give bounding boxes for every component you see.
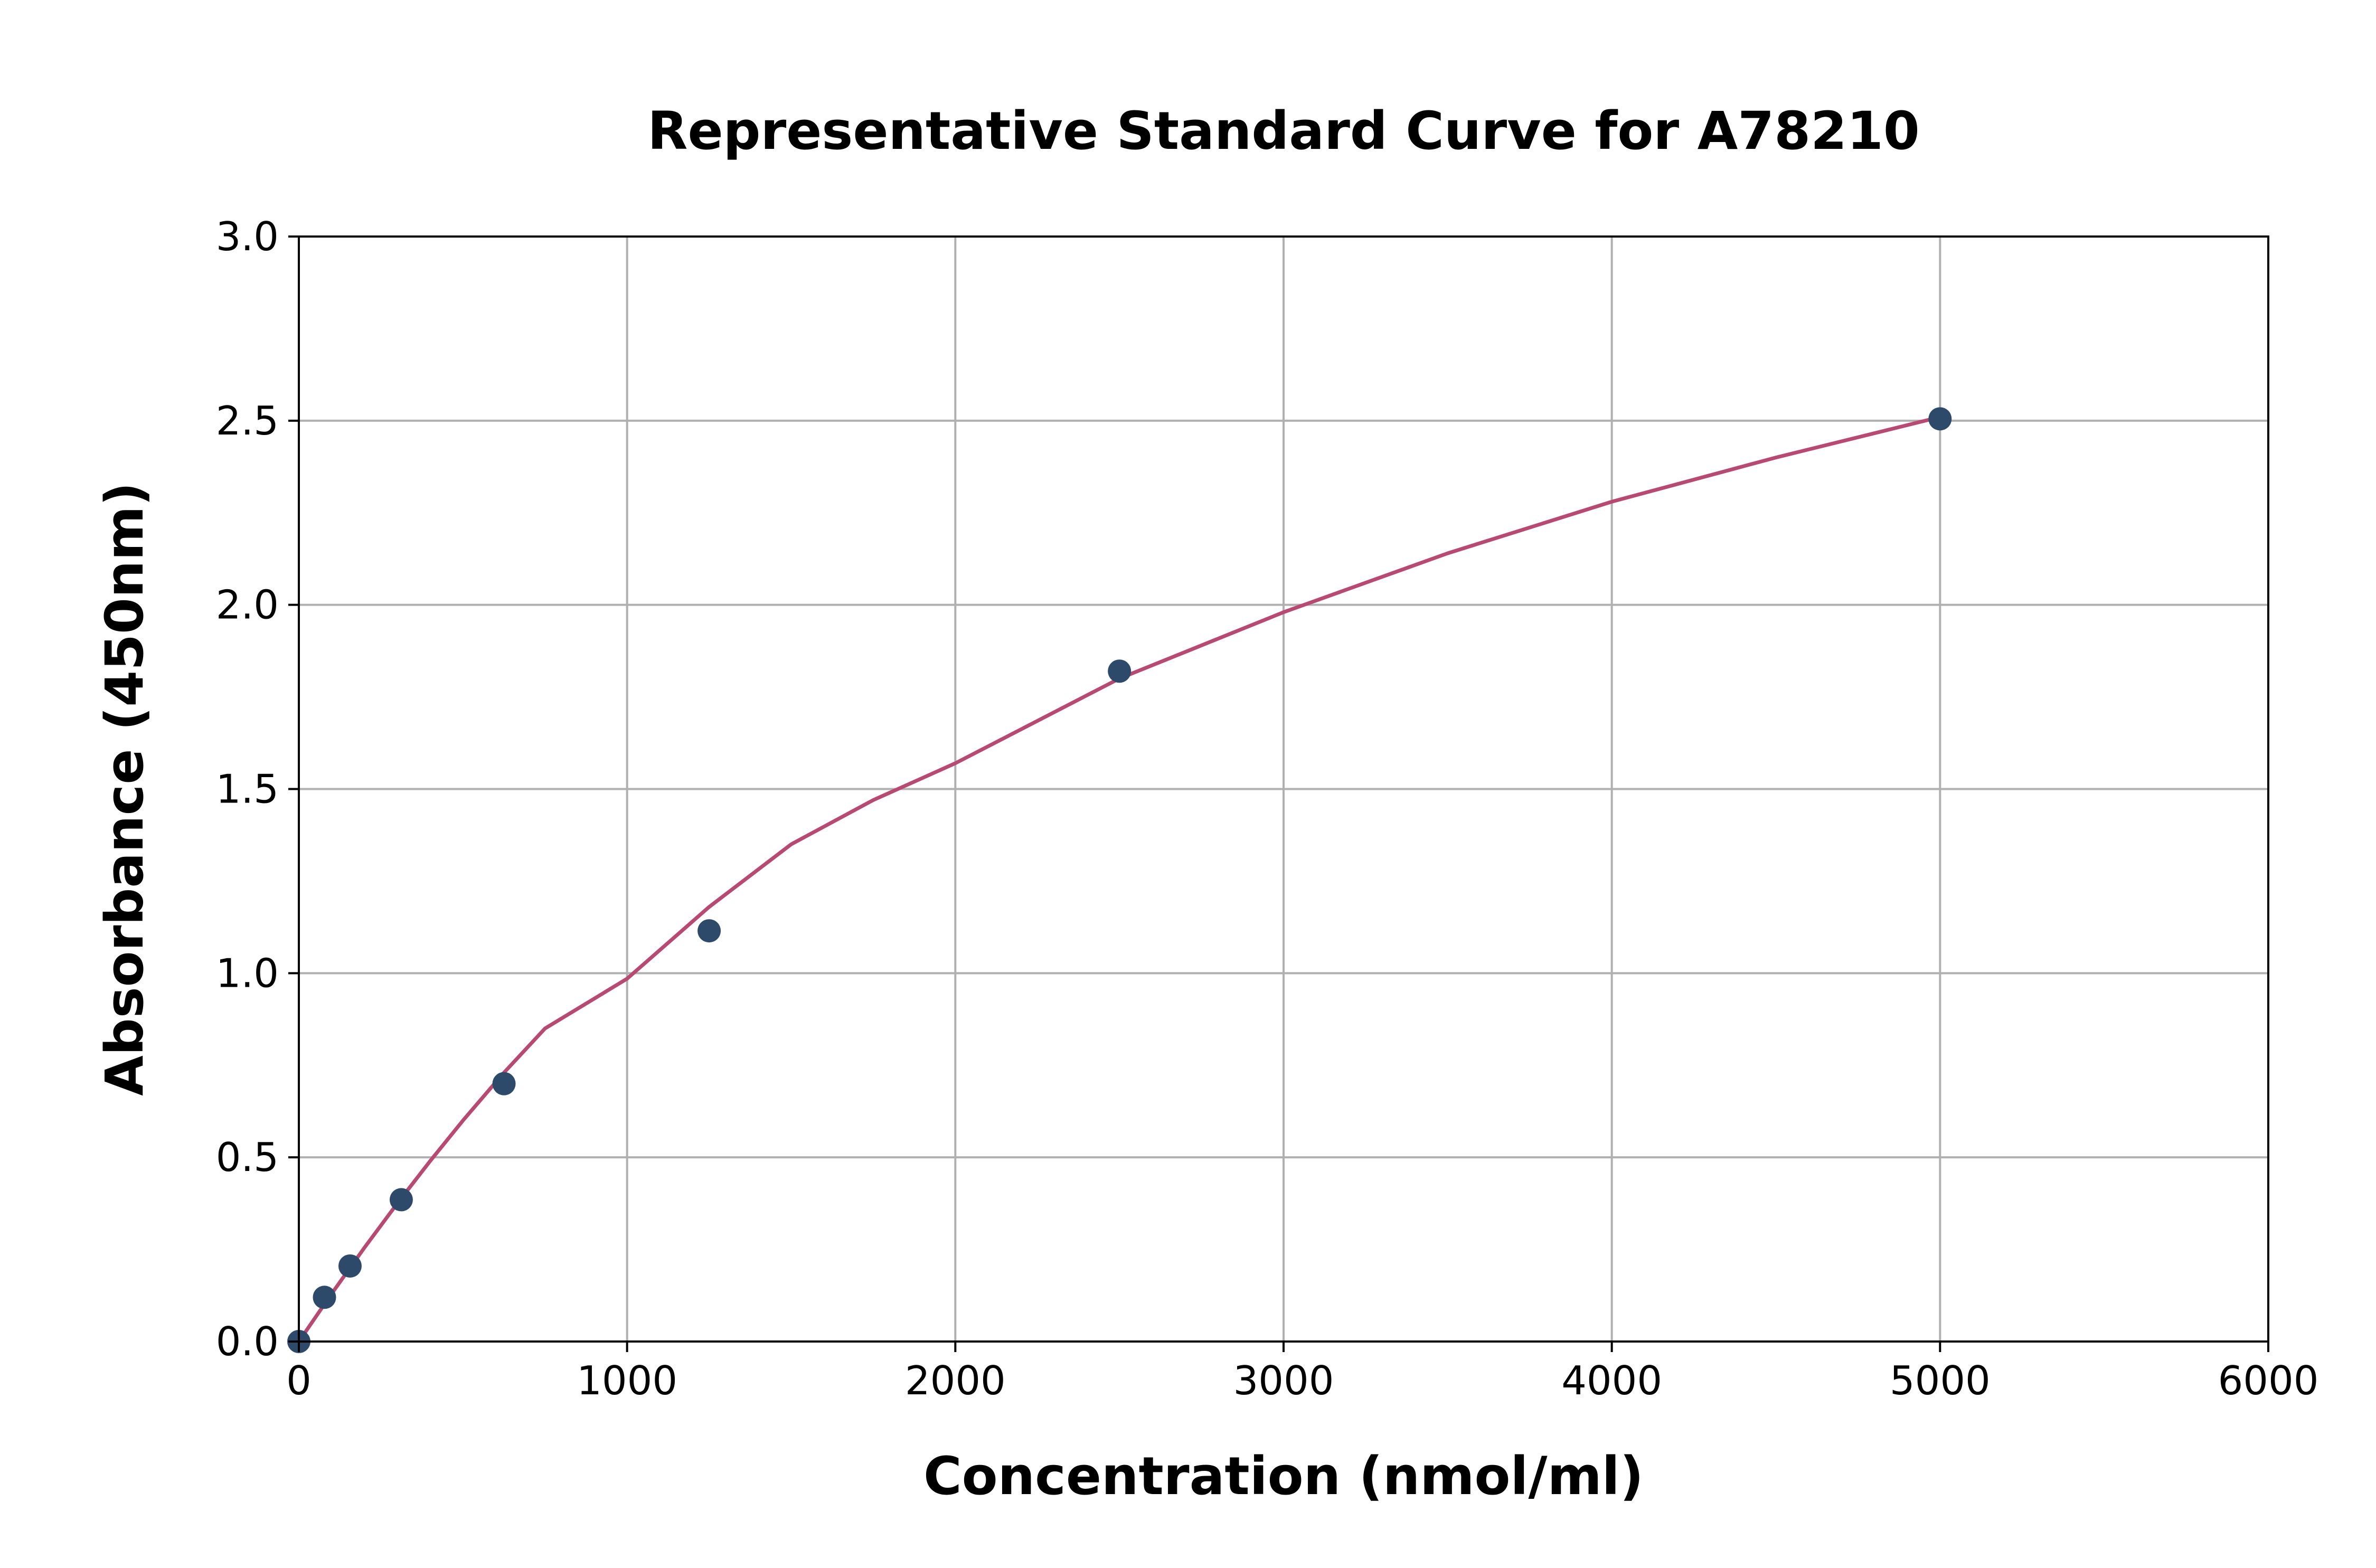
x-tick-label: 0 [286,1357,312,1404]
data-point [338,1254,362,1278]
y-axis-title: Absorbance (450nm) [95,482,155,1095]
y-tick-label: 3.0 [216,213,279,260]
x-tick-label: 1000 [577,1357,677,1404]
y-tick-label: 1.0 [216,950,279,996]
data-point [1108,659,1132,683]
data-point [492,1072,516,1095]
data-points-layer [287,407,1952,1353]
fitted-curve-line [297,415,1942,1344]
y-tick-label: 0.5 [216,1134,279,1180]
y-tick-label: 0.0 [216,1318,279,1365]
y-tick-label: 2.5 [216,398,279,444]
fitted-curve-layer [297,415,1942,1344]
data-point [313,1286,336,1309]
data-point [697,919,721,943]
x-tick-label: 5000 [1890,1357,1991,1404]
data-point [1928,407,1952,431]
y-axis-ticks: 0.0 0.5 1.0 1.5 2.0 2.5 3.0 [216,213,299,1365]
y-tick-label: 2.0 [216,582,279,628]
x-tick-label: 4000 [1561,1357,1662,1404]
x-tick-label: 2000 [905,1357,1006,1404]
data-point [389,1188,413,1212]
chart-title: Representative Standard Curve for A78210 [647,101,1920,162]
x-tick-label: 3000 [1233,1357,1334,1404]
x-axis-title: Concentration (nmol/ml) [923,1446,1644,1507]
x-axis-ticks: 0 1000 2000 3000 4000 5000 6000 [286,1342,2318,1404]
x-tick-label: 6000 [2218,1357,2319,1404]
y-tick-label: 1.5 [216,766,279,813]
